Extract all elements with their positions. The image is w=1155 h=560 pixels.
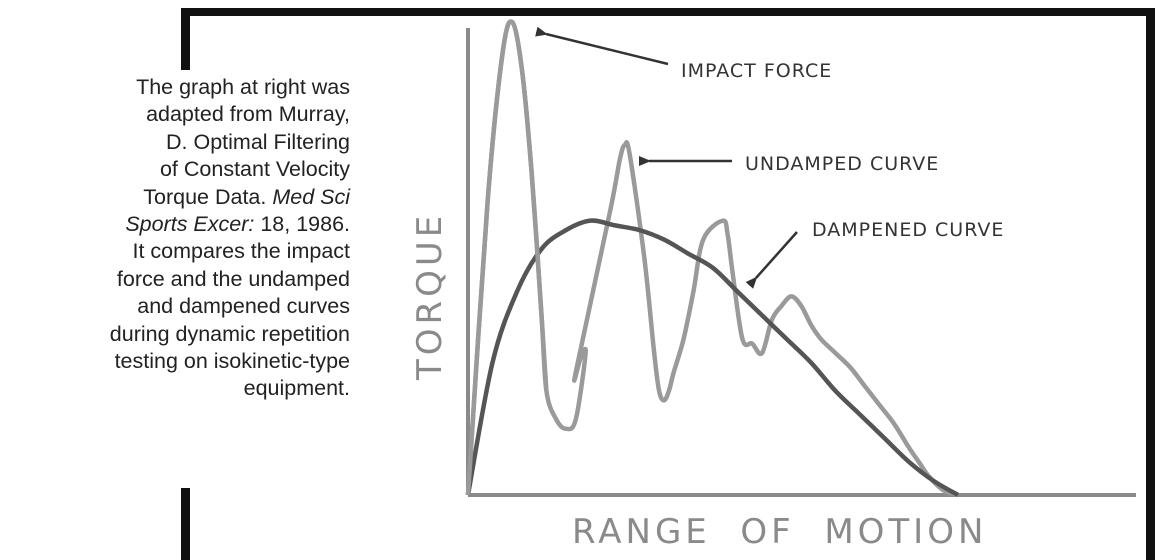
caption-line: during dynamic repetition [109,321,350,346]
caption-fragment: 18, 1986. [254,212,350,237]
frame-right-border [1146,8,1155,560]
annotation-layer: IMPACT FORCE UNDAMPED CURVE DAMPENED CURVE [535,26,1004,289]
caption-line: and dampened curves [137,294,350,319]
frame-top-border [181,8,1155,16]
frame-left-top-bracket [181,8,190,70]
caption-line: adapted from Murray, [146,102,350,127]
caption-line: equipment. [243,376,350,401]
annotation-arrow-dampened-curve [745,231,798,289]
annotation-label-impact-force: IMPACT FORCE [681,60,832,82]
caption-text: The graph at right was adapted from Murr… [0,74,350,403]
caption-journal: Med Sci [272,184,350,209]
series-line-impact-force [465,19,549,496]
caption-line: force and the undamped [116,266,350,291]
series-layer [465,19,960,498]
caption-line: Sports Excer: 18, 1986. [0,211,350,238]
frame-left-bottom-bracket [181,488,190,560]
caption-line: testing on isokinetic-type [114,349,350,374]
caption-fragment: Torque Data. [143,184,273,209]
caption-line: It compares the impact [132,239,350,264]
caption-journal: Sports Excer: [125,212,255,237]
annotation-label-undamped-curve: UNDAMPED CURVE [745,153,939,175]
x-axis-title: RANGE OF MOTION [572,512,987,552]
y-axis-title: TORQUE [410,212,450,381]
annotation-label-dampened-curve: DAMPENED CURVE [812,219,1004,241]
caption-line: The graph at right was [136,75,350,99]
annotation-arrow-impact-force [535,26,669,66]
caption-line: D. Optimal Filtering [166,129,350,154]
series-line-undamped-curve [465,19,959,498]
caption-line: of Constant Velocity [159,157,350,182]
caption-line: Torque Data. Med Sci [0,184,350,211]
series-line-dampened-curve [465,218,960,497]
